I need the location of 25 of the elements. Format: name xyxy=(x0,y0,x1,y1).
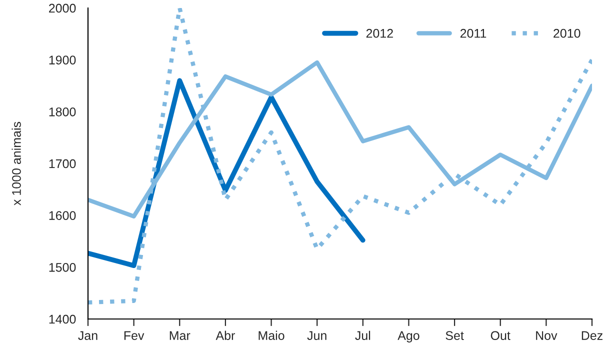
y-tick-label: 1500 xyxy=(49,262,76,272)
x-tick-label: Dez xyxy=(582,331,602,340)
x-tick-label: Out xyxy=(490,331,510,340)
y-axis-title: x 1000 animais xyxy=(12,122,21,206)
x-tick-label: Ago xyxy=(398,331,420,342)
legend-label: 2012 xyxy=(366,28,393,38)
x-tick-label: Jul xyxy=(355,330,370,340)
x-tick-label: Jun xyxy=(307,331,326,340)
x-tick-label: Abr xyxy=(216,330,235,340)
y-tick-label: 1400 xyxy=(49,314,76,324)
legend-label: 2010 xyxy=(554,28,580,38)
y-tick-label: 2000 xyxy=(49,4,76,13)
x-tick-label: Mar xyxy=(170,331,190,340)
x-tick-label: Fev xyxy=(124,331,144,340)
x-tick-label: Maio xyxy=(258,330,284,340)
legend-label: 2011 xyxy=(460,28,486,38)
x-tick-label: Nov xyxy=(536,331,558,340)
y-tick-label: 1600 xyxy=(49,211,76,220)
x-tick-label: Jan xyxy=(78,331,98,340)
y-tick-label: 1900 xyxy=(49,56,76,64)
y-tick-label: 1700 xyxy=(49,159,76,168)
line-series xyxy=(88,8,592,304)
y-tick-label: 1800 xyxy=(49,107,76,116)
line-series xyxy=(88,78,366,268)
x-tick-label: Set xyxy=(446,331,464,340)
